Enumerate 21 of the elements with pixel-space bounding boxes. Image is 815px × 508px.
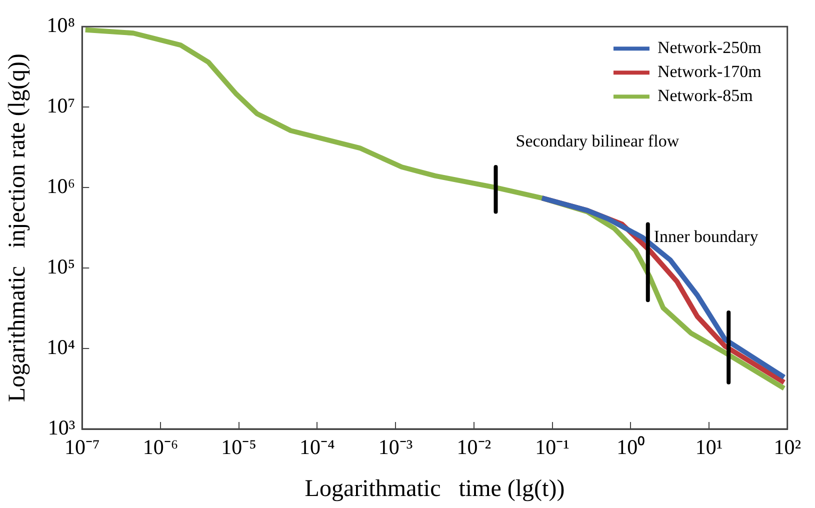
legend-label: Network-170m (657, 62, 762, 82)
x-axis-title: Logarithmatic time (lg(t)) (304, 476, 565, 502)
annotation: Inner boundary (654, 226, 759, 246)
annotation: Secondary bilinear flow (516, 131, 680, 150)
x-tick-label: 10⁻¹ (535, 435, 570, 460)
x-tick-label: 10⁰ (616, 435, 645, 460)
x-tick-label: 10¹ (695, 435, 723, 460)
y-axis-title: Logarithmatic injection rate (lg(q)) (4, 54, 31, 402)
legend-label: Network-250m (657, 38, 762, 58)
legend-label: Network-85m (657, 86, 753, 106)
y-tick-label: 10⁴ (46, 335, 76, 360)
x-tick-label: 10⁻³ (378, 435, 413, 460)
x-tick-label: 10⁻⁴ (300, 435, 335, 460)
x-tick-label: 10⁻⁵ (221, 435, 257, 460)
x-tick-label: 10⁻⁶ (142, 435, 178, 460)
y-tick-label: 10⁷ (46, 94, 76, 118)
y-tick-label: 10⁶ (46, 174, 76, 198)
y-tick-label: 10⁸ (46, 13, 76, 38)
x-tick-label: 10⁻² (456, 435, 492, 460)
y-tick-label: 10⁵ (46, 254, 76, 279)
x-tick-label: 10² (774, 435, 801, 460)
